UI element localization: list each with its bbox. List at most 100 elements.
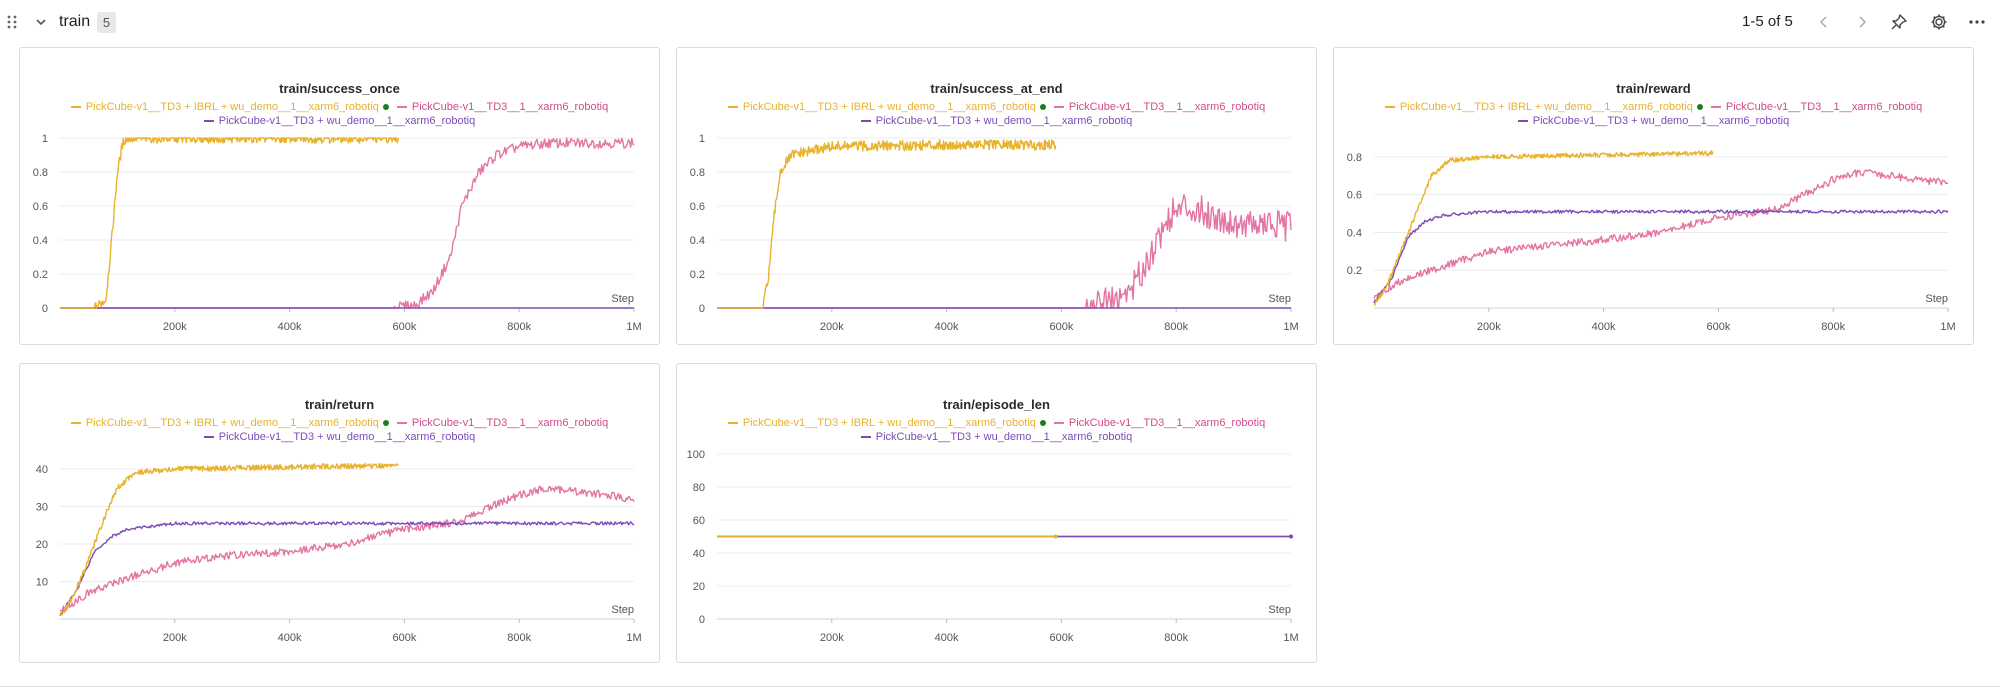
x-tick-label: 1M xyxy=(626,321,641,333)
y-tick-label: 0.4 xyxy=(690,235,705,247)
legend-label: PickCube-v1__TD3__1__xarm6_robotiq xyxy=(1068,101,1266,113)
chart-panel-return[interactable]: train/return PickCube-v1__TD3 + IBRL + wu… xyxy=(19,363,660,663)
x-tick-label: 800k xyxy=(1164,321,1188,333)
chart-title: train/success_once xyxy=(279,81,400,96)
chart-plot[interactable]: 0 0.2 0.4 0.6 0.8 1 200k 400k 600k 800k 1M Step xyxy=(20,48,659,344)
chart-panel-success-at-end[interactable]: train/success_at_end PickCube-v1__TD3 + I… xyxy=(676,47,1317,345)
chart-plot[interactable]: 0 20 40 60 80 100 200k 400k 600k 800k 1M Step xyxy=(677,364,1316,662)
more-horizontal-icon[interactable] xyxy=(1967,12,1987,32)
legend-item-wu[interactable]: PickCube-v1__TD3 + wu_demo__1__xarm6_rob… xyxy=(860,115,1133,127)
chart-legend: PickCube-v1__TD3 + IBRL + wu_demo__1__xa… xyxy=(677,101,1316,113)
series-line-ibrl[interactable] xyxy=(1373,150,1714,306)
legend-item-wu[interactable]: PickCube-v1__TD3 + wu_demo__1__xarm6_rob… xyxy=(203,115,475,127)
y-tick-label: 0.2 xyxy=(1347,265,1362,277)
x-tick-label: 1M xyxy=(1940,321,1955,333)
gear-icon[interactable] xyxy=(1929,12,1949,32)
legend-swatch xyxy=(1517,120,1528,123)
y-tick-label: 0.2 xyxy=(690,269,705,281)
legend-swatch xyxy=(70,422,81,425)
series-end-marker xyxy=(1289,534,1293,539)
x-tick-label: 1M xyxy=(1283,321,1298,333)
legend-item-td3[interactable]: PickCube-v1__TD3__1__xarm6_robotiq xyxy=(1053,101,1266,113)
chart-legend: PickCube-v1__TD3 + IBRL + wu_demo__1__xa… xyxy=(677,417,1316,429)
legend-item-td3[interactable]: PickCube-v1__TD3__1__xarm6_robotiq xyxy=(396,101,608,113)
x-axis-label: Step xyxy=(1268,293,1291,305)
legend-item-ibrl[interactable]: PickCube-v1__TD3 + IBRL + wu_demo__1__xa… xyxy=(727,417,1046,429)
drag-handle-icon[interactable] xyxy=(6,14,18,30)
chart-panel-success-once[interactable]: train/success_once PickCube-v1__TD3 + IBR… xyxy=(19,47,660,345)
legend-item-wu[interactable]: PickCube-v1__TD3 + wu_demo__1__xarm6_rob… xyxy=(860,431,1132,443)
x-axis-label: Step xyxy=(1268,604,1291,616)
chart-plot[interactable]: 0 0.2 0.4 0.6 0.8 1 200k 400k 600k 800k 1M Step xyxy=(677,48,1316,344)
y-tick-label: 0.4 xyxy=(1347,227,1362,239)
legend-swatch xyxy=(1384,106,1395,109)
series-line-ibrl[interactable] xyxy=(60,137,400,309)
y-tick-label: 20 xyxy=(36,539,48,551)
legend-swatch xyxy=(860,436,871,439)
chart-legend: PickCube-v1__TD3 + wu_demo__1__xarm6_rob… xyxy=(20,115,659,127)
legend-item-ibrl[interactable]: PickCube-v1__TD3 + IBRL + wu_demo__1__xa… xyxy=(70,101,389,113)
x-tick-label: 600k xyxy=(1049,321,1073,333)
legend-swatch xyxy=(1710,106,1721,109)
legend-item-ibrl[interactable]: PickCube-v1__TD3 + IBRL + wu_demo__1__xa… xyxy=(727,101,1046,113)
legend-label: PickCube-v1__TD3 + wu_demo__1__xarm6_rob… xyxy=(875,115,1133,127)
legend-item-wu[interactable]: PickCube-v1__TD3 + wu_demo__1__xarm6_rob… xyxy=(203,431,475,443)
legend-label: PickCube-v1__TD3__1__xarm6_robotiq xyxy=(411,417,609,429)
y-tick-label: 0.4 xyxy=(33,235,48,247)
y-tick-label: 0 xyxy=(699,303,705,315)
series-line-ibrl[interactable] xyxy=(59,462,399,616)
section-title[interactable]: train xyxy=(59,13,91,30)
series-line-td3[interactable] xyxy=(717,194,1292,309)
x-tick-label: 200k xyxy=(820,321,844,333)
y-tick-label: 0.6 xyxy=(690,201,705,213)
legend-item-td3[interactable]: PickCube-v1__TD3__1__xarm6_robotiq xyxy=(396,417,609,429)
pin-icon[interactable] xyxy=(1889,12,1909,32)
pager-text: 1-5 of 5 xyxy=(1742,13,1793,30)
y-tick-label: 0 xyxy=(699,614,705,626)
y-tick-label: 0.6 xyxy=(1347,190,1362,202)
chevron-down-icon[interactable] xyxy=(33,14,49,30)
y-tick-label: 40 xyxy=(36,464,48,476)
legend-item-ibrl[interactable]: PickCube-v1__TD3 + IBRL + wu_demo__1__xa… xyxy=(1384,101,1703,113)
legend-item-td3[interactable]: PickCube-v1__TD3__1__xarm6_robotiq xyxy=(1710,101,1923,113)
legend-label: PickCube-v1__TD3 + IBRL + wu_demo__1__xa… xyxy=(85,417,379,429)
legend-swatch xyxy=(70,106,81,109)
series-line-td3[interactable] xyxy=(60,137,635,309)
legend-swatch xyxy=(860,120,871,123)
series-line-wu[interactable] xyxy=(1373,209,1949,304)
y-tick-label: 1 xyxy=(699,133,705,145)
run-active-dot xyxy=(382,104,389,111)
x-tick-label: 600k xyxy=(1706,321,1730,333)
series-line-ibrl[interactable] xyxy=(717,139,1057,309)
series-line-wu[interactable] xyxy=(59,521,635,617)
legend-item-td3[interactable]: PickCube-v1__TD3__1__xarm6_robotiq xyxy=(1053,417,1265,429)
chart-plot[interactable]: 0.2 0.4 0.6 0.8 200k 400k 600k 800k 1M Step xyxy=(1334,48,1973,344)
run-active-dot xyxy=(382,420,389,427)
y-tick-label: 60 xyxy=(693,515,705,527)
series-line-td3[interactable] xyxy=(1373,169,1949,299)
y-tick-label: 1 xyxy=(42,133,48,145)
legend-swatch xyxy=(396,106,407,109)
chart-plot[interactable]: 10 20 30 40 200k 400k 600k 800k 1M Step xyxy=(20,364,659,662)
x-tick-label: 200k xyxy=(1477,321,1501,333)
section-header: train 5 1-5 of 5 xyxy=(0,0,2000,46)
legend-item-ibrl[interactable]: PickCube-v1__TD3 + IBRL + wu_demo__1__xa… xyxy=(70,417,389,429)
chart-panel-reward[interactable]: train/reward PickCube-v1__TD3 + IBRL + wu… xyxy=(1333,47,1974,345)
y-tick-label: 80 xyxy=(693,482,705,494)
legend-label: PickCube-v1__TD3__1__xarm6_robotiq xyxy=(1725,101,1923,113)
y-tick-label: 100 xyxy=(687,449,705,461)
legend-swatch xyxy=(1053,106,1064,109)
chevron-right-icon[interactable] xyxy=(1852,12,1872,32)
x-tick-label: 800k xyxy=(507,632,531,644)
chevron-left-icon[interactable] xyxy=(1814,12,1834,32)
run-active-dot xyxy=(1696,104,1703,111)
series-end-marker xyxy=(1053,534,1058,539)
y-tick-label: 10 xyxy=(36,577,48,589)
chart-legend: PickCube-v1__TD3 + wu_demo__1__xarm6_rob… xyxy=(677,115,1316,127)
x-tick-label: 600k xyxy=(392,321,416,333)
series-line-td3[interactable] xyxy=(59,485,635,613)
chart-panel-episode-len[interactable]: train/episode_len PickCube-v1__TD3 + IBRL… xyxy=(676,363,1317,663)
legend-item-wu[interactable]: PickCube-v1__TD3 + wu_demo__1__xarm6_rob… xyxy=(1517,115,1789,127)
chart-title: train/reward xyxy=(1616,81,1691,96)
x-axis-label: Step xyxy=(1925,293,1948,305)
